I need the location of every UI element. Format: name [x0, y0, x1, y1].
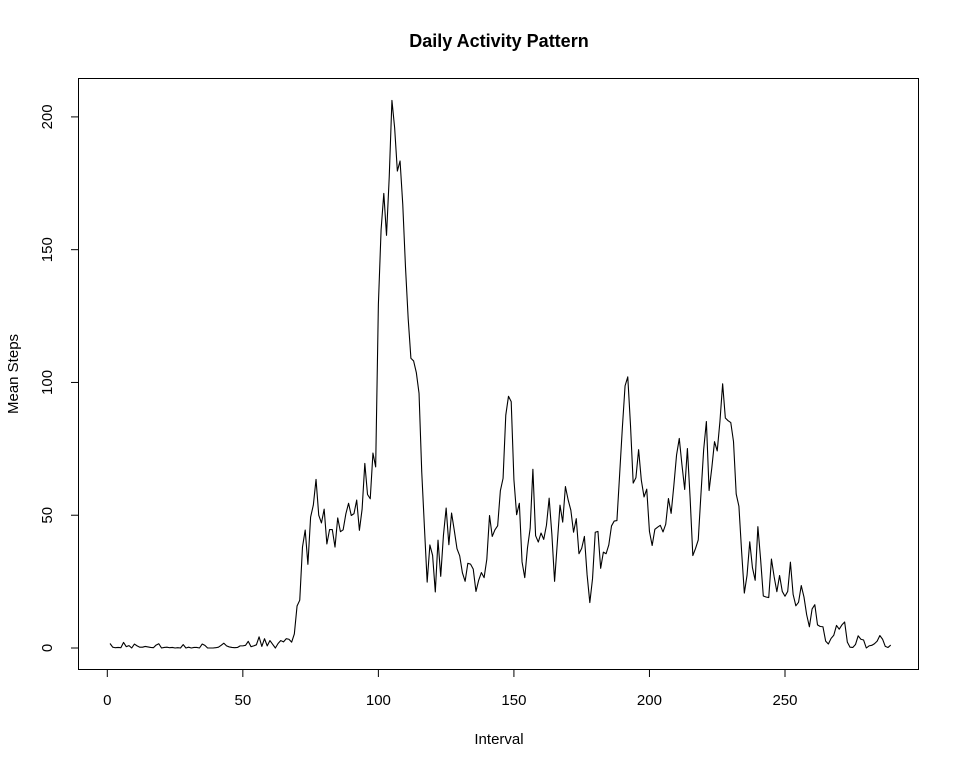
y-tick-label: 50: [39, 507, 56, 524]
y-tick-label: 100: [39, 370, 56, 395]
x-axis-label: Interval: [474, 731, 523, 748]
x-tick-label: 50: [234, 692, 251, 709]
x-tick-label: 0: [103, 692, 111, 709]
y-tick-label: 0: [39, 644, 56, 652]
y-tick-label: 150: [39, 237, 56, 262]
x-tick-label: 100: [366, 692, 391, 709]
x-tick-label: 200: [637, 692, 662, 709]
y-axis-label: Mean Steps: [5, 334, 22, 414]
x-tick-label: 150: [501, 692, 526, 709]
series-line: [109, 99, 892, 649]
y-axis: 0 50 100 150 200: [39, 104, 79, 652]
x-axis: 0 50 100 150 200 250: [103, 669, 798, 709]
x-tick-label: 250: [772, 692, 797, 709]
y-tick-label: 200: [39, 104, 56, 129]
chart-title: Daily Activity Pattern: [409, 31, 588, 51]
